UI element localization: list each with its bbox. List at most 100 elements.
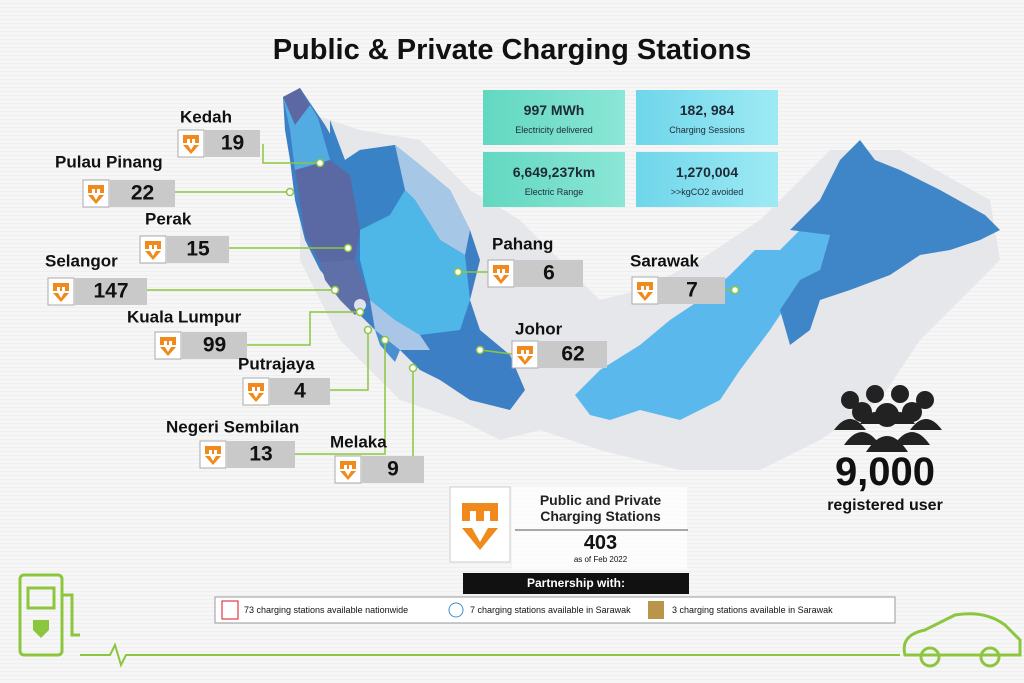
state-count: 19 (221, 132, 244, 155)
connector-dot (315, 158, 325, 168)
state-count-box (659, 277, 725, 304)
state-count-box (227, 441, 295, 468)
connector (270, 340, 386, 455)
state-count-box (167, 236, 229, 263)
partner-text: 3 charging stations available in Sarawak (672, 605, 833, 615)
state-icon (145, 241, 161, 260)
state-name: Melaka (330, 432, 387, 451)
state-name: Kedah (180, 107, 232, 126)
state-count: 13 (249, 443, 272, 466)
state-icon (248, 383, 264, 402)
connector-dot (475, 345, 485, 355)
state-count: 62 (561, 343, 584, 366)
partner-text: 7 charging stations available in Sarawak (470, 605, 631, 615)
connector-dot (408, 363, 418, 373)
stat-value: 1,270,004 (675, 164, 739, 180)
state-icon-box (487, 259, 515, 288)
connector (479, 349, 513, 355)
state-count: 22 (131, 182, 154, 205)
partner-logo (448, 602, 464, 618)
state-name: Pahang (492, 234, 553, 253)
state-count: 9 (387, 458, 399, 481)
state-icon (493, 265, 509, 284)
state-count: 7 (686, 279, 698, 302)
connector (262, 144, 320, 164)
partnership-bar (463, 573, 689, 594)
total-logo (462, 503, 498, 550)
state-count-box (362, 456, 424, 483)
stat-card: 1,270,004 >>kgCO2 avoided (636, 152, 778, 207)
region-perlis (283, 88, 310, 125)
connector-dot (730, 285, 740, 295)
users-value: 9,000 (834, 450, 936, 494)
state-name: Putrajaya (238, 354, 315, 373)
state-name: Pulau Pinang (55, 152, 163, 171)
state-count: 147 (93, 280, 128, 303)
partnership-heading: Partnership with: (526, 576, 625, 590)
state-count: 15 (186, 238, 210, 261)
connector-dot (285, 187, 295, 197)
title: Public & Private Charging Stations (272, 34, 752, 66)
connector-dot (453, 267, 463, 277)
total-logo-box (449, 486, 511, 563)
region-sabah (780, 140, 1000, 345)
stat-value: 6,649,237km (512, 164, 596, 180)
stat-value: 182, 984 (679, 102, 735, 118)
stat-value: 997 MWh (523, 102, 585, 118)
partner-text: 73 charging stations available nationwid… (244, 605, 409, 615)
total-value: 403 (583, 532, 618, 554)
state-icon (637, 282, 653, 301)
users-label: registered user (827, 497, 943, 514)
region-sarawak (575, 230, 830, 420)
connector-dot (363, 325, 373, 335)
stat-label: Electric Range (524, 187, 584, 197)
region-kelantan (330, 120, 405, 230)
state-count-box (539, 341, 607, 368)
state-icon-box (154, 331, 182, 360)
charger-graphic (18, 573, 1022, 668)
state-icon (517, 346, 533, 365)
region-perak (295, 160, 360, 262)
state-count: 6 (543, 262, 555, 285)
state-count: 99 (203, 334, 226, 357)
total-box (512, 487, 687, 569)
partner-logo (221, 600, 239, 620)
state-icon (160, 337, 176, 356)
stat-label: >>kgCO2 avoided (670, 187, 744, 197)
state-count-box (515, 260, 583, 287)
state-name: Sarawak (630, 251, 700, 270)
stat-label: Charging Sessions (669, 125, 745, 135)
connector (222, 311, 360, 346)
partners-box (214, 596, 896, 624)
state-icon (340, 461, 356, 480)
connector-dot (330, 285, 340, 295)
connector-dot (380, 335, 390, 345)
state-count: 4 (294, 380, 306, 403)
state-count-box (270, 378, 330, 405)
total-label: Public and Private Charging Stations (539, 492, 662, 524)
state-icon (205, 446, 221, 465)
partner-logo (648, 601, 664, 619)
state-icon (88, 185, 104, 204)
connector-dot (343, 243, 353, 253)
stat-label: Electricity delivered (515, 125, 593, 135)
connector-dot (355, 307, 365, 317)
state-count-box (75, 278, 147, 305)
state-count-box (205, 130, 260, 157)
total-note: as of Feb 2022 (573, 555, 628, 564)
state-count-box (110, 180, 175, 207)
region-terengganu (395, 145, 470, 255)
state-icon (183, 135, 199, 154)
region-pahang (360, 190, 470, 335)
state-name: Perak (145, 209, 192, 228)
stat-card: 182, 984 Charging Sessions (636, 90, 778, 145)
state-count-box (182, 332, 247, 359)
state-name: Selangor (45, 251, 118, 270)
state-name: Negeri Sembilan (166, 417, 299, 436)
state-name: Kuala Lumpur (127, 307, 242, 326)
users-icon (834, 385, 942, 452)
stat-card: 6,649,237km Electric Range (483, 152, 625, 207)
region-kl (354, 299, 366, 311)
